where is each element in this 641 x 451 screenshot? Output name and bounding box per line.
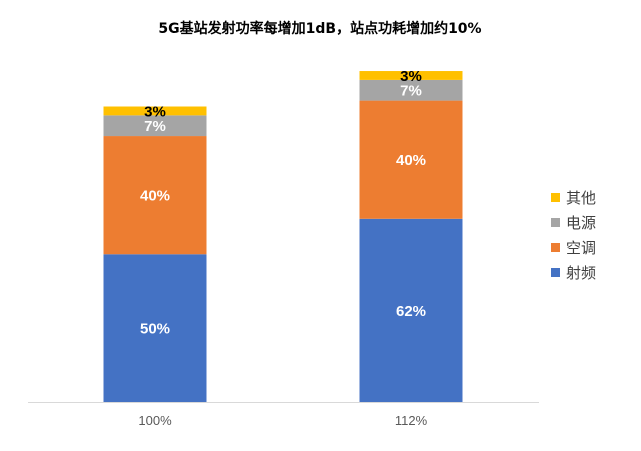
legend-swatch: [551, 218, 560, 227]
bar-stack: 62% 40% 7%3%: [359, 68, 463, 402]
bar-stack: 50% 40% 7%3%: [103, 103, 207, 402]
legend-label: 电源: [566, 214, 596, 232]
legend-swatch: [551, 268, 560, 277]
x-tick-label: 100%: [138, 413, 172, 428]
legend-label: 空调: [566, 239, 596, 257]
legend-swatch: [551, 193, 560, 202]
bar-segment: [103, 115, 207, 137]
bar-segment: [103, 136, 207, 255]
x-tick-label: 112%: [395, 413, 428, 428]
bar-segment: [103, 254, 207, 402]
data-label: 62%: [396, 303, 426, 320]
data-label: 50%: [140, 321, 170, 338]
legend-label: 其他: [566, 189, 596, 207]
plot-area: 50%40%7%3%100%62%40%7%3%112%: [28, 68, 539, 428]
bar-segment: [359, 79, 463, 101]
legend-item: 电源: [551, 214, 596, 232]
legend-label: 射频: [566, 264, 596, 282]
data-label: 7%: [144, 118, 166, 135]
chart-title: 5G基站发射功率每增加1dB，站点功耗增加约10%: [158, 20, 481, 37]
legend-item: 射频: [551, 264, 596, 282]
legend-swatch: [551, 243, 560, 252]
bar-segment: [103, 106, 207, 116]
data-label: 40%: [396, 152, 426, 169]
bar-segment: [359, 100, 463, 219]
data-label: 3%: [144, 103, 166, 120]
legend-item: 其他: [551, 189, 596, 207]
data-label: 7%: [400, 83, 422, 100]
data-label: 3%: [400, 68, 422, 85]
bar-segment: [359, 71, 463, 80]
data-label: 40%: [140, 188, 170, 205]
bar-segment: [359, 218, 463, 402]
legend-item: 空调: [551, 239, 596, 257]
